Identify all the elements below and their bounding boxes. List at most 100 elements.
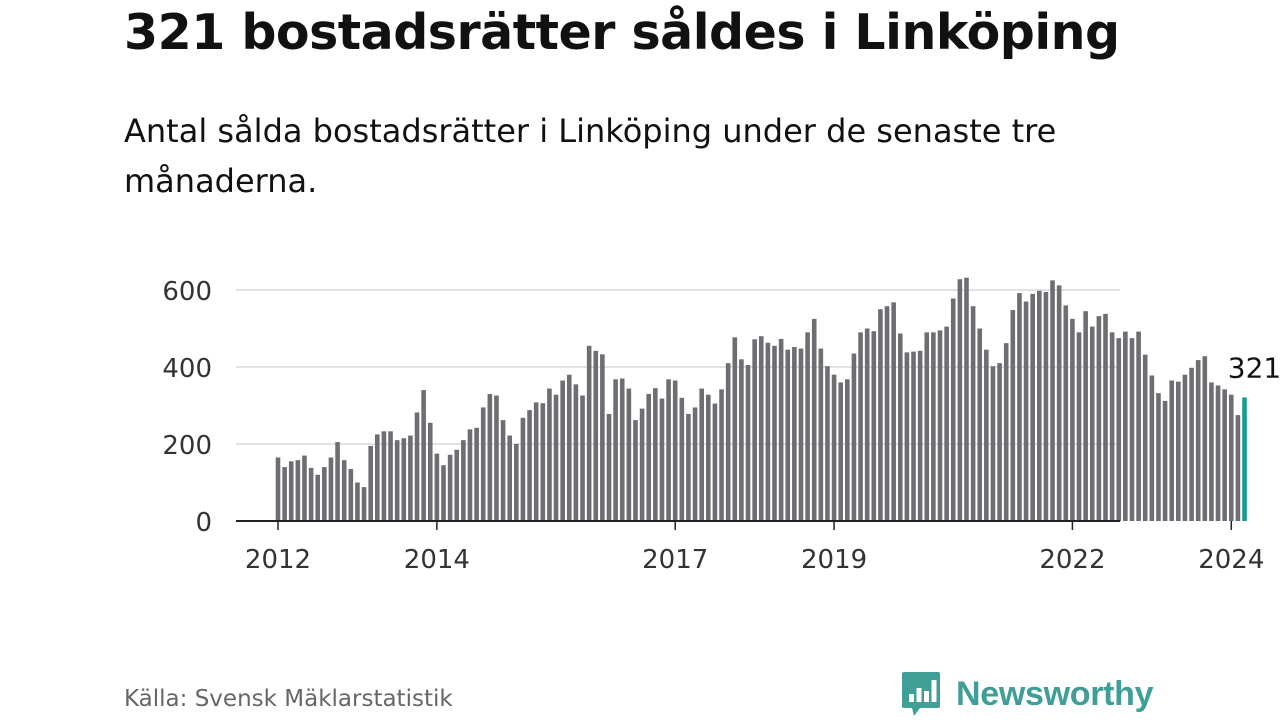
- bar-36: [514, 444, 519, 521]
- bar-53: [626, 388, 632, 521]
- bar-17: [388, 431, 393, 521]
- bar-41: [547, 388, 552, 521]
- bars: [275, 277, 1247, 522]
- bar-80: [805, 332, 810, 521]
- bar-15: [375, 434, 380, 522]
- bar-24: [434, 453, 440, 522]
- bar-88: [858, 332, 863, 521]
- bar-28: [461, 440, 466, 521]
- bar-144: [1228, 394, 1234, 521]
- bar-65: [706, 394, 711, 521]
- bar-124: [1096, 316, 1102, 521]
- bar-115: [1037, 290, 1042, 521]
- bar-128: [1123, 331, 1128, 521]
- bar-97: [917, 350, 923, 521]
- brand-name: Newsworthy: [956, 674, 1154, 713]
- bar-138: [1189, 367, 1194, 521]
- bar-131: [1142, 354, 1148, 521]
- bar-125: [1103, 313, 1108, 521]
- bar-73: [758, 336, 764, 521]
- bar-133: [1156, 393, 1161, 521]
- bar-70: [739, 359, 744, 521]
- bar-58: [659, 398, 665, 521]
- bar-94: [897, 333, 903, 521]
- bar-140: [1202, 356, 1208, 521]
- bar-116: [1043, 291, 1049, 521]
- x-tick-label-2017: 2017: [642, 545, 708, 575]
- bar-68: [725, 363, 731, 521]
- bar-82: [818, 348, 824, 521]
- bar-79: [798, 348, 804, 521]
- bar-25: [441, 465, 446, 522]
- y-tick-label-200: 200: [162, 431, 212, 461]
- labels: 0 200 400 600 2012 2014 2017 2019 2022 2024 321: [162, 277, 1280, 575]
- newsworthy-logo-icon: [902, 672, 940, 716]
- bar-chart: 0 200 400 600 2012 2014 2017 2019 2022 2024 321: [162, 277, 1280, 575]
- source-note: Källa: Svensk Mäklarstatistik: [124, 686, 453, 712]
- bar-0: [275, 457, 281, 521]
- bar-6: [315, 474, 321, 521]
- bar-33: [494, 395, 499, 521]
- bar-104: [964, 277, 969, 521]
- bar-64: [699, 388, 704, 521]
- bar-50: [606, 413, 612, 521]
- bar-106: [977, 328, 983, 521]
- chart-subtitle: Antal sålda bostadsrätter i Linköping un…: [124, 112, 1057, 200]
- bar-5: [308, 467, 314, 521]
- bar-29: [467, 429, 473, 521]
- axes: [236, 520, 1233, 530]
- bar-4: [302, 455, 307, 521]
- bar-111: [1010, 310, 1016, 521]
- bar-3: [295, 460, 301, 521]
- bar-21: [414, 412, 420, 521]
- bar-18: [394, 440, 400, 521]
- bar-117: [1050, 280, 1055, 522]
- bar-93: [891, 302, 896, 521]
- bar-96: [911, 351, 916, 521]
- bar-42: [553, 394, 559, 521]
- bar-126: [1109, 332, 1115, 521]
- bar-145: [1235, 415, 1241, 522]
- bar-132: [1149, 375, 1155, 521]
- bar-119: [1063, 305, 1069, 521]
- bar-13: [361, 487, 367, 521]
- bar-118: [1056, 285, 1062, 521]
- bar-23: [427, 422, 433, 521]
- bar-72: [752, 339, 757, 521]
- bar-34: [500, 420, 506, 521]
- bar-49: [600, 354, 605, 521]
- bar-136: [1176, 381, 1181, 521]
- bar-67: [719, 389, 724, 521]
- bar-10: [341, 460, 347, 521]
- bar-55: [639, 408, 645, 521]
- bar-90: [871, 331, 877, 521]
- bar-47: [586, 345, 592, 521]
- bar-40: [540, 403, 546, 521]
- bar-60: [672, 380, 678, 522]
- bar-66: [712, 403, 718, 521]
- y-tick-label-600: 600: [162, 277, 212, 307]
- bar-11: [348, 469, 354, 521]
- bar-114: [1030, 293, 1035, 521]
- bar-1: [282, 467, 287, 521]
- bar-71: [745, 365, 751, 521]
- bar-98: [924, 332, 930, 521]
- bar-75: [772, 345, 777, 521]
- bar-83: [825, 366, 830, 521]
- bar-74: [765, 342, 771, 521]
- bar-78: [792, 346, 797, 521]
- bar-8: [328, 457, 334, 521]
- page-title: 321 bostadsrätter såldes i Linköping: [124, 4, 1120, 61]
- x-tick-label-2012: 2012: [245, 545, 311, 575]
- bar-143: [1222, 389, 1227, 521]
- bar-107: [984, 349, 989, 521]
- bar-91: [878, 309, 883, 521]
- bar-62: [686, 413, 691, 521]
- bar-12: [355, 482, 360, 521]
- bar-43: [560, 380, 565, 522]
- bar-137: [1182, 374, 1188, 521]
- brand-logo: Newsworthy: [900, 670, 1154, 718]
- bar-44: [566, 374, 572, 521]
- bar-86: [845, 379, 850, 521]
- bar-85: [838, 382, 843, 521]
